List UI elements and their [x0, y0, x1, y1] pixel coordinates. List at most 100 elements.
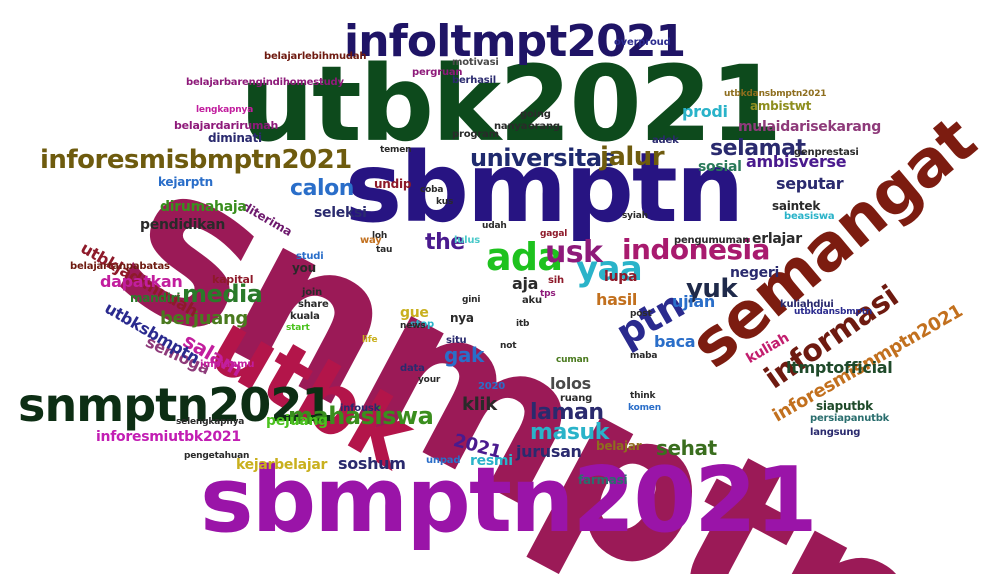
- word-temen: temen: [380, 145, 412, 155]
- word-nya: nya: [450, 311, 474, 325]
- word-prodi: prodi: [682, 102, 728, 121]
- word-kejarbelajar: kejarbelajar: [236, 457, 328, 473]
- word-loh: loh: [372, 231, 388, 241]
- word-itb: itb: [516, 319, 530, 329]
- word-lolos: lolos: [550, 374, 591, 393]
- word-news: news: [400, 321, 426, 331]
- word-baca: baca: [654, 332, 696, 351]
- word-cuman: cuman: [556, 355, 589, 365]
- word-the: the: [425, 230, 465, 255]
- word-diminati: diminati: [208, 131, 262, 145]
- word-mulaidarisekarang: mulaidarisekarang: [738, 119, 881, 135]
- word-yaa: yaa: [576, 249, 643, 289]
- word-belajartanpabatas: belajartanpabatas: [70, 261, 170, 272]
- word-way: way: [360, 235, 382, 246]
- word-pengumuman: pengumuman: [674, 235, 750, 246]
- word-situ: situ: [446, 335, 467, 346]
- word-calon: calon: [290, 176, 355, 201]
- word-lulus: lulus: [454, 235, 481, 246]
- word-saintek: saintek: [772, 199, 821, 213]
- word-your: your: [418, 375, 441, 385]
- word-stop: stop: [410, 319, 434, 330]
- word-start: start: [286, 323, 310, 333]
- word-genprestasi: genprestasi: [794, 147, 859, 158]
- word-share: share: [298, 299, 329, 310]
- word-program: program: [452, 129, 499, 140]
- word-sbmptn2021: sbmptn2021: [200, 448, 818, 553]
- word-kuala: kuala: [290, 311, 320, 322]
- word-erlajar: erlajar: [752, 231, 802, 247]
- word-inforesmisbmptn2021: inforesmisbmptn2021: [40, 145, 352, 175]
- word-motivasi: motivasi: [452, 57, 499, 68]
- word-belajarbarengindihomestudy: belajarbarengindihomestudy: [186, 77, 344, 88]
- word-berhasil: berhasil: [452, 75, 496, 86]
- word-resmi: resmi: [470, 453, 513, 469]
- word-siaputbk: siaputbk: [816, 399, 873, 413]
- word-indonesia: indonesia: [622, 233, 770, 266]
- word-ambistwt: ambistwt: [750, 99, 812, 113]
- word-yuk: yuk: [686, 274, 738, 304]
- word-berjuang: berjuang: [160, 308, 248, 329]
- word-aja: aja: [512, 274, 539, 293]
- word-belajarlebihmudah: belajarlebihmudah: [264, 51, 367, 62]
- word-nanya: nanya: [494, 121, 528, 132]
- word-utbkdansbmptn: utbkdansbmptn: [794, 307, 873, 317]
- word-tps: tps: [540, 289, 556, 299]
- word-ada: ada: [486, 235, 563, 279]
- word-life: life: [362, 335, 378, 345]
- word-coba: coba: [420, 185, 444, 195]
- word-universitas: universitas: [470, 144, 616, 172]
- word-belajar: belajar: [596, 439, 642, 453]
- word-tau: tau: [376, 245, 393, 255]
- word-ltmptofficial: ltmptofficial: [786, 358, 893, 377]
- word-seleksi: seleksi: [314, 205, 367, 221]
- word-infousk: infousk: [340, 403, 381, 414]
- word-ruang: ruang: [560, 393, 593, 404]
- word-soshum: soshum: [338, 454, 406, 473]
- word-think: think: [630, 391, 656, 401]
- word-masuk: masuk: [530, 420, 609, 445]
- word-lupa: lupa: [604, 269, 638, 285]
- word-undip: undip: [374, 177, 412, 191]
- word-beasiswa: beasiswa: [784, 211, 835, 222]
- word-kuliahdiui: kuliahdiui: [780, 299, 834, 310]
- word-sehat: sehat: [656, 436, 717, 460]
- word-sih: sih: [548, 275, 564, 286]
- word-dapatkan: dapatkan: [100, 272, 183, 291]
- word-komen: komen: [628, 403, 661, 413]
- word-data: data: [400, 363, 425, 374]
- word-adek: adek: [652, 135, 679, 146]
- word-kus: kus: [436, 197, 454, 207]
- word-infoltmpt2021: infoltmpt2021: [344, 16, 686, 67]
- word-jalur: jalur: [600, 142, 665, 172]
- word-pergruan: pergruan: [412, 67, 463, 78]
- word-studi: studi: [296, 251, 324, 262]
- word-persiapanutbk: persiapanutbk: [810, 413, 890, 424]
- word-hasil: hasil: [596, 290, 638, 309]
- word-sbmptn: sbmptn: [345, 132, 744, 244]
- word-selengkapnya: selengkapnya: [176, 417, 245, 427]
- word-langsung: langsung: [810, 427, 861, 438]
- word-kapital: kapital: [212, 273, 254, 286]
- word-orang: orang: [528, 121, 560, 132]
- word-snmptn2021: snmptn2021: [18, 378, 333, 432]
- word-not: not: [500, 341, 517, 351]
- word-gini: gini: [462, 295, 481, 305]
- word-mandiri: mandiri: [130, 291, 181, 305]
- word-aku: aku: [522, 295, 542, 306]
- word-negeri: negeri: [730, 265, 780, 281]
- word-kejarptn: kejarptn: [158, 175, 213, 189]
- word-gak: gak: [444, 343, 484, 367]
- word-pejuang: pejuang: [266, 413, 328, 429]
- word-unpad: unpad: [426, 455, 461, 466]
- word-udah: udah: [482, 221, 507, 231]
- word-join: join: [302, 287, 323, 298]
- word-seputar: seputar: [776, 174, 844, 193]
- word-jurusan: jurusan: [516, 442, 582, 461]
- word-2020: 2020: [478, 381, 506, 392]
- word-lengkapnya: lengkapnya: [196, 105, 254, 115]
- word-dirumahaja: dirumahaja: [160, 199, 247, 215]
- word-maba: maba: [630, 351, 658, 361]
- word-selamat: selamat: [710, 136, 806, 161]
